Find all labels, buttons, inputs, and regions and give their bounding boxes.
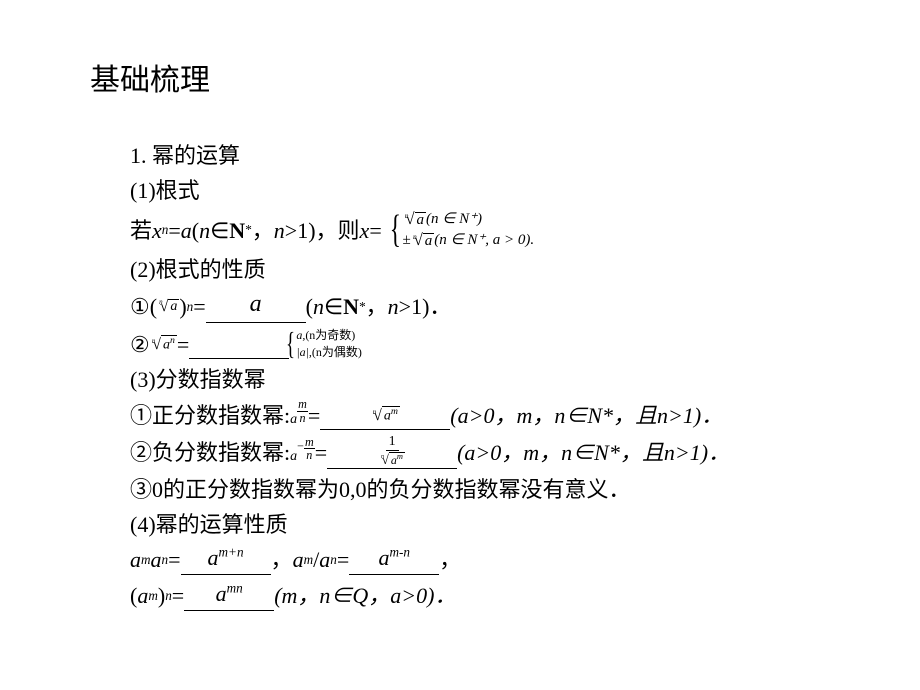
p3-i2-eq: = bbox=[315, 436, 327, 469]
p1-eq2: = bbox=[369, 214, 381, 247]
p3-label: (3)分数指数幂 bbox=[130, 363, 830, 396]
page-title: 基础梳理 bbox=[90, 55, 830, 99]
p4-cond: (m，n∈Q，a>0)． bbox=[274, 579, 456, 612]
p1-case2: ± n √ a (n ∈ N⁺, a > 0). bbox=[402, 230, 534, 251]
p1-case1: n √ a (n ∈ N⁺) bbox=[402, 209, 534, 230]
page: 基础梳理 1. 幂的运算 (1)根式 若 x n = a ( n ∈ N * ，… bbox=[0, 0, 920, 613]
p4-label: (4)幂的运算性质 bbox=[130, 508, 830, 541]
p2-i1-n2: n bbox=[388, 290, 399, 323]
p2-i2-case1: a, (n为奇数) bbox=[296, 327, 362, 344]
p1-case2-pm: ± bbox=[402, 230, 410, 251]
p1-xn: n bbox=[162, 220, 169, 240]
section-1-heading: 1. 幂的运算 bbox=[130, 139, 830, 172]
p1-x: x bbox=[152, 214, 162, 247]
p2-i1-gt: >1)． bbox=[399, 290, 452, 323]
p2-i1-comma: ， bbox=[366, 290, 388, 323]
p3-i2-bigfrac: 1 n √ am bbox=[379, 434, 405, 467]
p3-i1-frac: m n bbox=[297, 398, 308, 423]
p2-label: (2)根式的性质 bbox=[130, 253, 830, 286]
p2-i1-open: ( bbox=[306, 290, 313, 323]
p2-item1: ①( n √ a ) n = a ( n ∈ N * ， n >1)． bbox=[130, 288, 830, 325]
p4-ans2-blank: am-n bbox=[349, 541, 439, 575]
p1-in: ∈ bbox=[210, 214, 229, 247]
p3-i2-frac: m n bbox=[304, 436, 315, 461]
p3-i1-cond: (a>0，m，n∈N*，且n>1)． bbox=[450, 399, 723, 432]
p2-i2-blank bbox=[189, 325, 289, 359]
p3-i2-minus: − bbox=[297, 437, 304, 455]
p2-i1-root: n √ a bbox=[157, 299, 179, 314]
p1-gt1: >1) bbox=[285, 214, 316, 247]
p2-i1-exp: n bbox=[187, 297, 194, 317]
p1-case1-root: n √ a bbox=[402, 211, 426, 228]
p1-case2-cond: (n ∈ N⁺, a > 0). bbox=[434, 230, 534, 251]
p1-case2-root: n √ a bbox=[411, 232, 435, 249]
p2-i2-case2: |a|, (n为偶数) bbox=[296, 344, 362, 361]
p3-i1-eq: = bbox=[308, 399, 320, 432]
p4-ans1-blank: am+n bbox=[181, 541, 271, 575]
p3-i2-base: a bbox=[290, 446, 297, 467]
p4-line2: ( a m ) n = amn (m，n∈Q，a>0)． bbox=[130, 579, 830, 613]
p4-line1: a m a n = am+n ， a m / a n = am-n ， bbox=[130, 543, 830, 577]
content-block: 1. 幂的运算 (1)根式 若 x n = a ( n ∈ N * ， n >1… bbox=[90, 139, 830, 613]
p1-N: N bbox=[229, 214, 245, 247]
p2-i2-case: { a, (n为奇数) |a|, (n为偶数) bbox=[283, 327, 362, 361]
p1-label: (1)根式 bbox=[130, 174, 830, 207]
p3-i2-ans-root: n √ am bbox=[379, 452, 405, 466]
p3-i1-blank: n √ am bbox=[320, 396, 450, 430]
brace-icon: { bbox=[389, 209, 400, 251]
p1-eq: = bbox=[168, 214, 180, 247]
p1-then: ，则 bbox=[316, 214, 360, 247]
p1-n: n bbox=[199, 214, 210, 247]
p1-star: * bbox=[245, 220, 252, 240]
p1-comma: ， bbox=[252, 214, 274, 247]
p2-i1-star: * bbox=[359, 297, 366, 317]
p3-item2: ②负分数指数幂: a − m n = 1 n √ am bbox=[130, 434, 830, 471]
p2-i1-in: ∈ bbox=[324, 290, 343, 323]
p3-i1-base: a bbox=[290, 409, 297, 430]
p2-i2-root: n √ an bbox=[150, 335, 177, 353]
p2-i1-eq: = bbox=[193, 290, 205, 323]
p1-line: 若 x n = a ( n ∈ N * ， n >1) ，则 x = { n bbox=[130, 209, 830, 251]
p2-i1-ans-blank: a bbox=[206, 286, 306, 323]
p1-prefix: 若 bbox=[130, 214, 152, 247]
p4-ans3-blank: amn bbox=[184, 577, 274, 611]
p2-i1-N: N bbox=[343, 290, 359, 323]
p1-n2: n bbox=[274, 214, 285, 247]
p1-a: a bbox=[181, 214, 192, 247]
p1-x2: x bbox=[360, 214, 370, 247]
p3-item3: ③0的正分数指数幂为0,0的负分数指数幂没有意义． bbox=[130, 473, 830, 506]
p3-i1-ans-root: n √ am bbox=[371, 406, 400, 424]
p1-open: ( bbox=[192, 214, 199, 247]
p1-case1-cond: (n ∈ N⁺) bbox=[426, 209, 482, 230]
p2-i2-num: ② bbox=[130, 328, 150, 361]
p2-i1-n: n bbox=[313, 290, 324, 323]
p2-i2-eq: = bbox=[177, 328, 189, 361]
p2-i1-num: ①( bbox=[130, 290, 157, 323]
brace-icon: { bbox=[286, 327, 295, 361]
p2-item2: ② n √ an = { a, (n为奇数) |a|, bbox=[130, 327, 830, 361]
p3-i1-num: ①正分数指数幂: bbox=[130, 399, 290, 432]
p1-case-brace: { n √ a (n ∈ N⁺) ± n √ bbox=[386, 209, 534, 251]
p3-item1: ①正分数指数幂: a m n = n √ am (a>0，m，n∈N*，且n>1… bbox=[130, 398, 830, 432]
p3-i2-cond: (a>0，m，n∈N*，且n>1)． bbox=[457, 436, 730, 469]
p2-i1-close: ) bbox=[179, 290, 186, 323]
p2-i1-ans: a bbox=[250, 291, 262, 317]
p3-i2-blank: 1 n √ am bbox=[327, 432, 457, 469]
p3-i2-num: ②负分数指数幂: bbox=[130, 436, 290, 469]
